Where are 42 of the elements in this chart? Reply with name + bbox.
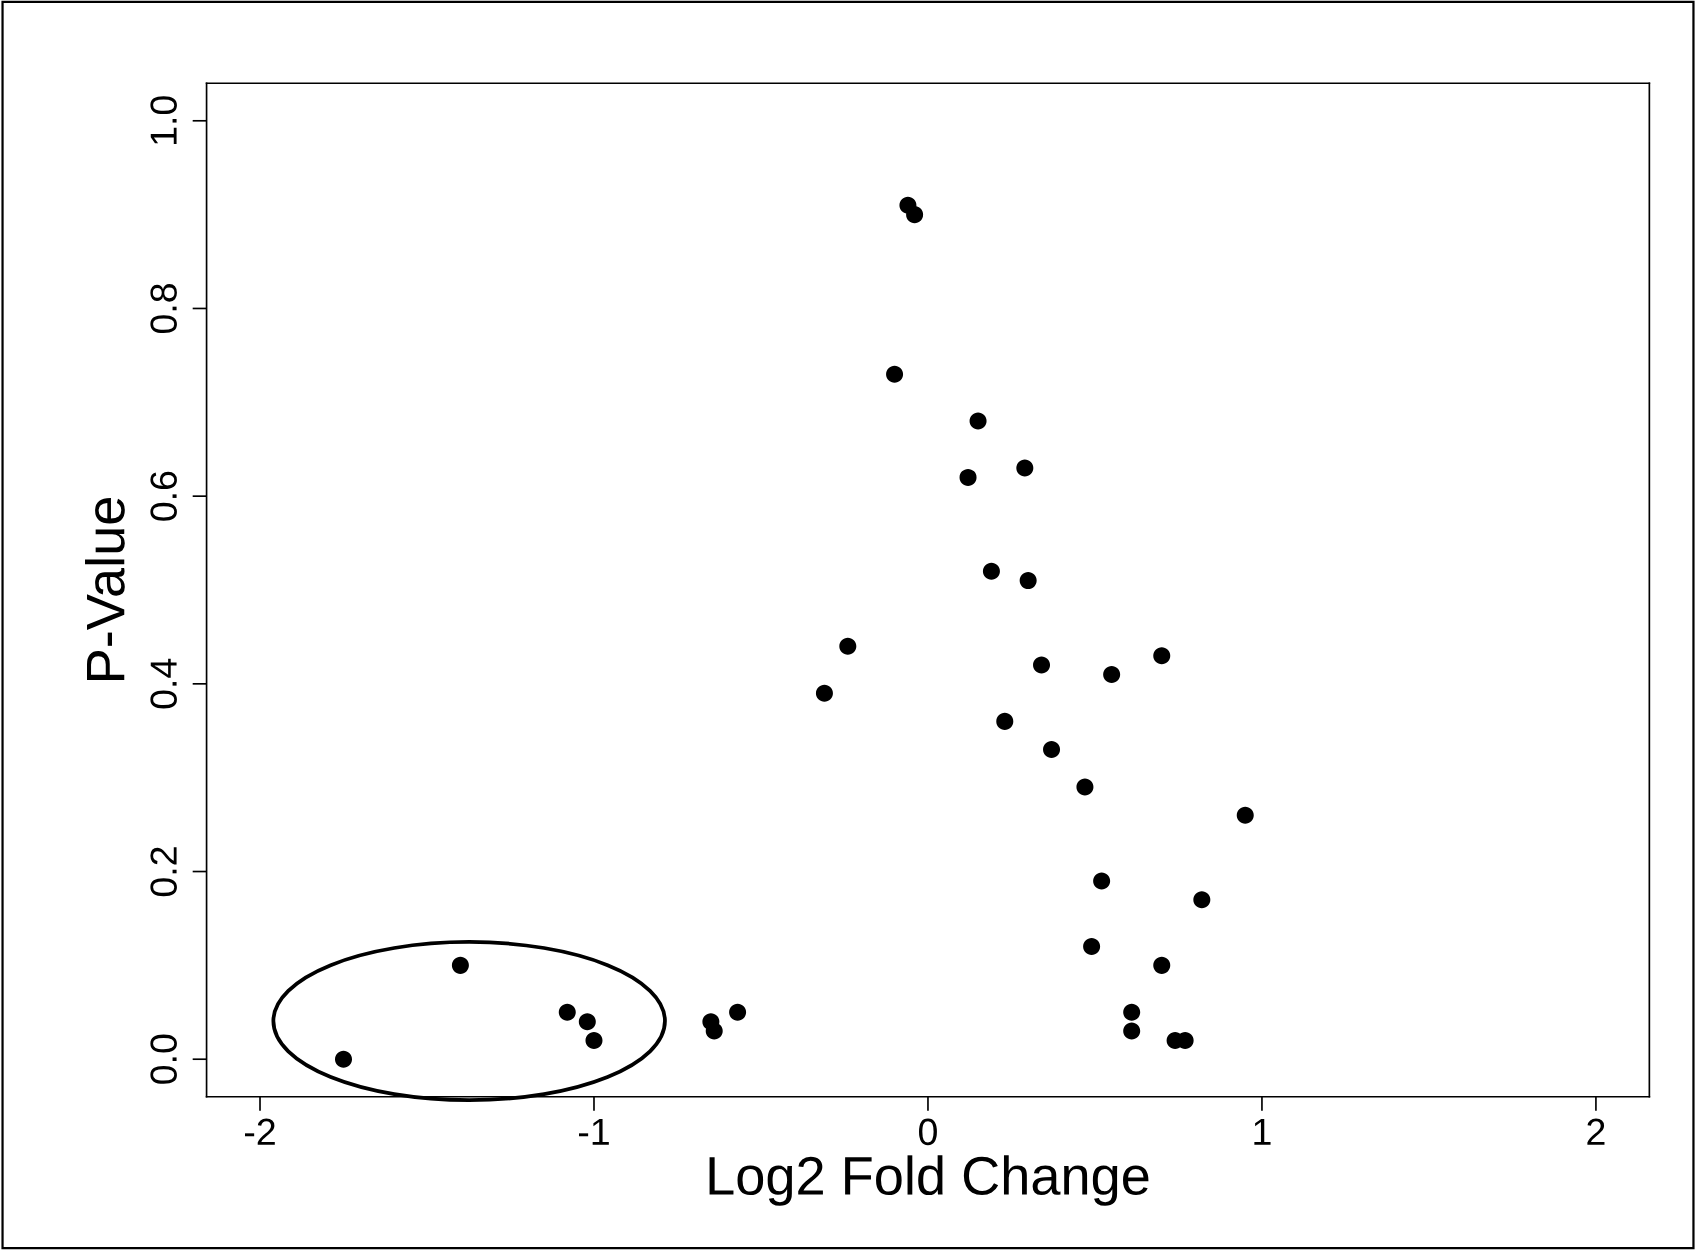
y-tick-label: 1.0 bbox=[150, 96, 177, 144]
point bbox=[1236, 806, 1254, 824]
point bbox=[1153, 956, 1171, 974]
point bbox=[558, 1003, 576, 1021]
point bbox=[1019, 572, 1037, 590]
point bbox=[886, 365, 904, 383]
point bbox=[996, 712, 1014, 730]
point bbox=[1083, 938, 1101, 956]
y-tick-label: 0.2 bbox=[150, 847, 177, 897]
point bbox=[1193, 891, 1211, 909]
point bbox=[1033, 656, 1051, 674]
y-axis-title: P-Value bbox=[85, 498, 125, 680]
point bbox=[705, 1022, 723, 1040]
point bbox=[969, 412, 987, 430]
point bbox=[451, 956, 469, 974]
point bbox=[585, 1031, 603, 1049]
x-tick-label: 0 bbox=[919, 1118, 937, 1146]
point bbox=[1123, 1022, 1141, 1040]
y-tick-label: 0.0 bbox=[150, 1034, 177, 1084]
x-tick-label: 1 bbox=[1254, 1118, 1271, 1145]
point bbox=[1153, 647, 1171, 665]
x-tick-label: 2 bbox=[1587, 1118, 1605, 1145]
point bbox=[729, 1003, 747, 1021]
point bbox=[578, 1013, 596, 1031]
point bbox=[1076, 778, 1094, 796]
point bbox=[839, 637, 857, 655]
point bbox=[1103, 665, 1121, 683]
point bbox=[1043, 741, 1061, 759]
point bbox=[1016, 459, 1034, 477]
point bbox=[1123, 1003, 1141, 1021]
point bbox=[815, 684, 833, 702]
y-tick-label: 0.6 bbox=[150, 471, 177, 521]
point bbox=[982, 562, 1000, 580]
x-tick-label: -2 bbox=[245, 1118, 275, 1145]
y-tick-label: 0.4 bbox=[150, 658, 177, 709]
x-axis-title: Log2 Fold Change bbox=[709, 1155, 1149, 1206]
point bbox=[906, 206, 924, 224]
point bbox=[959, 468, 977, 486]
point bbox=[1093, 872, 1111, 890]
x-tick-label: -1 bbox=[578, 1118, 609, 1145]
point bbox=[335, 1050, 353, 1068]
y-tick-label: 0.8 bbox=[150, 284, 177, 334]
